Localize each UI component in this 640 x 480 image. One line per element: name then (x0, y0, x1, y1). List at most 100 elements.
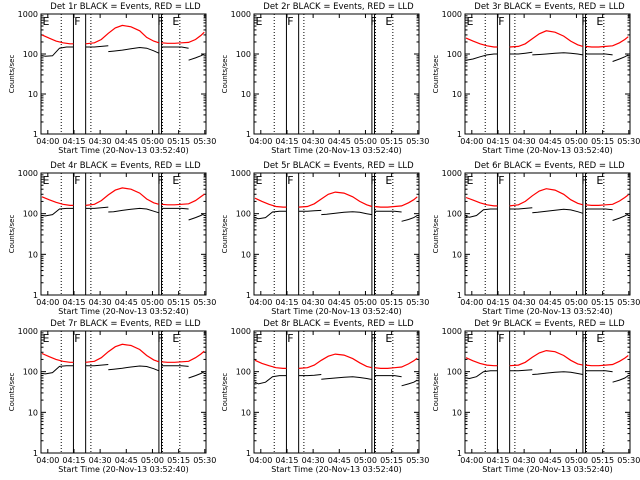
x-tick-label: 05:15 (380, 137, 403, 146)
plot-frame (40, 172, 207, 296)
y-axis-label: Counts/sec (8, 215, 16, 254)
x-tick-label: 05:00 (565, 137, 588, 146)
series-red-line (161, 350, 205, 363)
series-black-line (161, 207, 189, 210)
x-tick-label: 04:30 (302, 456, 325, 465)
y-tick-label: 1000 (18, 327, 38, 336)
x-tick-label: 04:45 (539, 298, 562, 307)
x-tick-label: 04:00 (36, 456, 59, 465)
x-tick-label: 04:00 (249, 137, 272, 146)
series-black-line (108, 207, 160, 214)
series-red-line (509, 188, 584, 207)
y-axis-label: Counts/sec (432, 373, 440, 412)
y-tick-label: 1 (457, 449, 462, 458)
y-axis-label: Counts/sec (432, 55, 440, 94)
panel-det-6: Det 6r BLACK = Events, RED = LLD 1 10 100 10… (432, 161, 640, 316)
panel-title: Det 9r BLACK = Events, RED = LLD (474, 319, 625, 329)
y-tick-label: 10 (452, 90, 462, 99)
x-tick-label: 04:00 (36, 298, 59, 307)
x-tick-label: 04:00 (460, 137, 483, 146)
x-tick-label: 04:00 (36, 137, 59, 146)
y-tick-label: 10 (452, 250, 462, 259)
series-black-line (41, 207, 74, 217)
x-axis-label: Start Time (20-Nov-13 03:52:40) (482, 465, 612, 474)
series-black-line (509, 207, 533, 210)
x-tick-label: 04:30 (513, 137, 536, 146)
y-tick-label: 100 (23, 50, 38, 59)
series-red-line (254, 359, 287, 369)
series-black-line (612, 54, 629, 62)
x-tick-label: 05:30 (406, 456, 429, 465)
series-black-line (108, 46, 160, 54)
series-red-line (585, 194, 629, 206)
x-tick-label: 04:30 (513, 298, 536, 307)
y-tick-label: 1 (246, 449, 251, 458)
x-tick-label: 05:30 (406, 298, 429, 307)
panel-det-3: Det 3r BLACK = Events, RED = LLD 1 10 100 10… (432, 2, 640, 155)
plot-frame (464, 330, 631, 454)
y-tick-label: 1000 (442, 327, 462, 336)
panel-title: Det 7r BLACK = Events, RED = LLD (50, 319, 201, 329)
flag-label: F (157, 174, 163, 187)
x-tick-label: 04:45 (328, 137, 351, 146)
series-black-line (374, 375, 402, 378)
panel-det-2: Det 2r BLACK = Events, RED = LLD 1 10 100 10… (221, 2, 429, 155)
x-tick-label: 04:30 (89, 137, 112, 146)
series-black-line (254, 375, 287, 385)
series-black-line (41, 46, 74, 57)
series-red-line (85, 187, 160, 206)
series-black-line (465, 370, 498, 380)
x-tick-label: 05:30 (617, 456, 640, 465)
series-red-line (298, 353, 373, 369)
x-tick-label: 05:30 (193, 298, 216, 307)
y-tick-label: 1000 (231, 10, 251, 19)
series-black-line (321, 211, 372, 216)
flag-label: E (43, 15, 50, 28)
y-tick-label: 10 (241, 250, 251, 259)
flag-label: E (172, 332, 179, 345)
y-axis-label: Counts/sec (221, 215, 229, 254)
x-tick-label: 05:15 (167, 298, 190, 307)
flag-label: E (467, 15, 474, 28)
flag-label: F (74, 174, 80, 187)
y-axis-label: Counts/sec (221, 373, 229, 412)
panel-det-4: Det 4r BLACK = Events, RED = LLD 1 10 100 10… (8, 161, 216, 316)
flag-label: E (43, 174, 50, 187)
x-tick-label: 04:45 (115, 298, 138, 307)
series-red-line (509, 349, 584, 367)
panel-title: Det 2r BLACK = Events, RED = LLD (263, 2, 414, 12)
series-red-line (298, 191, 373, 208)
series-black-line (188, 53, 205, 61)
series-black-line (509, 51, 533, 55)
flag-label: F (498, 15, 504, 28)
x-tick-label: 04:15 (275, 137, 298, 146)
x-tick-label: 04:15 (62, 298, 85, 307)
flag-label: F (370, 332, 376, 345)
series-red-line (41, 352, 74, 363)
series-red-line (465, 357, 498, 367)
flag-label: F (498, 332, 504, 345)
series-black-line (585, 208, 613, 211)
x-axis-label: Start Time (20-Nov-13 03:52:40) (271, 465, 401, 474)
series-black-line (585, 53, 613, 56)
flag-label: E (467, 332, 474, 345)
plot-frame (253, 330, 420, 454)
flag-label: F (498, 174, 504, 187)
x-tick-label: 04:30 (89, 456, 112, 465)
flag-label: E (596, 15, 603, 28)
x-axis-label: Start Time (20-Nov-13 03:52:40) (482, 307, 612, 316)
x-tick-label: 04:15 (486, 456, 509, 465)
x-tick-label: 04:45 (539, 137, 562, 146)
x-tick-label: 05:00 (141, 298, 164, 307)
x-tick-label: 05:00 (354, 456, 377, 465)
x-tick-label: 04:45 (115, 137, 138, 146)
series-red-line (85, 24, 160, 45)
x-axis-label: Start Time (20-Nov-13 03:52:40) (58, 146, 188, 155)
y-tick-label: 100 (236, 210, 251, 219)
y-tick-label: 1 (457, 291, 462, 300)
x-tick-label: 05:00 (354, 298, 377, 307)
flag-label: E (43, 332, 50, 345)
x-tick-label: 05:30 (193, 456, 216, 465)
panel-title: Det 3r BLACK = Events, RED = LLD (474, 2, 625, 12)
series-black-line (401, 379, 418, 387)
